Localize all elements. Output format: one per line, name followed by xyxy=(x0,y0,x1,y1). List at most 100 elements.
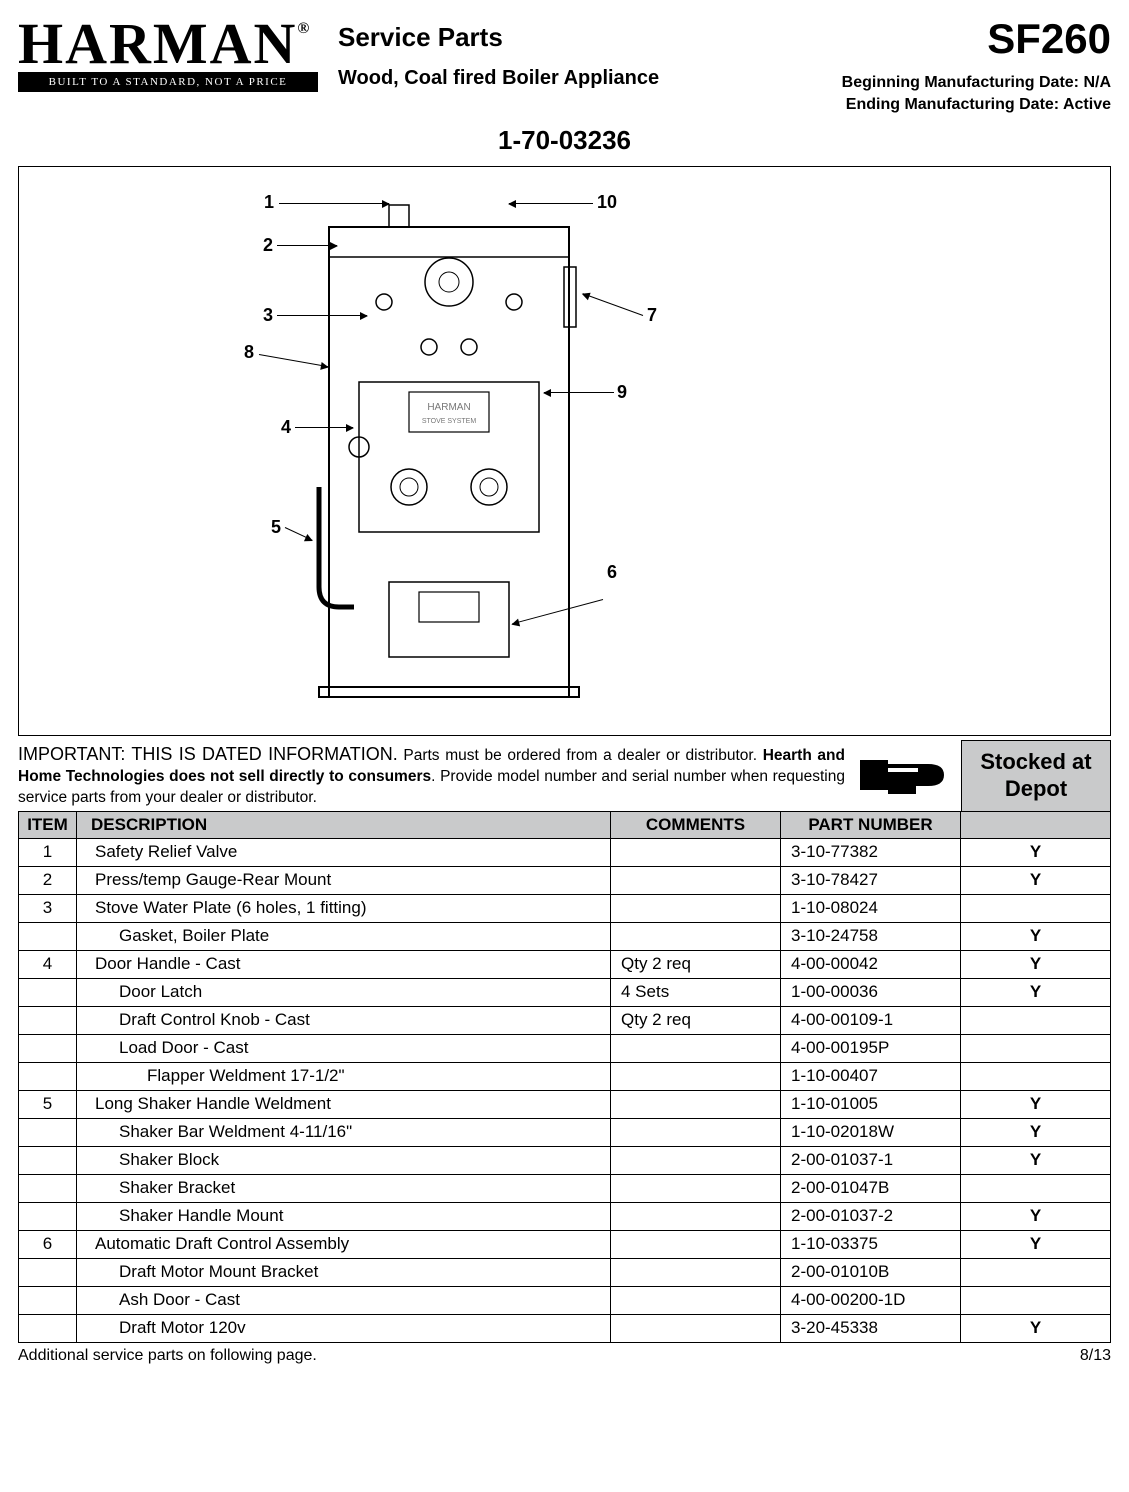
table-row: 6Automatic Draft Control Assembly1-10-03… xyxy=(19,1230,1111,1258)
cell-partnum: 4-00-00109-1 xyxy=(781,1006,961,1034)
cell-item: 1 xyxy=(19,838,77,866)
mfg-end: Ending Manufacturing Date: Active xyxy=(842,94,1111,116)
cell-partnum: 1-00-00036 xyxy=(781,978,961,1006)
cell-stock: Y xyxy=(961,1146,1111,1174)
cell-comm xyxy=(611,1034,781,1062)
cell-item xyxy=(19,1314,77,1342)
table-row: 5Long Shaker Handle Weldment1-10-01005Y xyxy=(19,1090,1111,1118)
table-row: Draft Control Knob - CastQty 2 req4-00-0… xyxy=(19,1006,1111,1034)
cell-item xyxy=(19,1286,77,1314)
cell-desc: Stove Water Plate (6 holes, 1 fitting) xyxy=(77,894,611,922)
table-row: Shaker Handle Mount2-00-01037-2Y xyxy=(19,1202,1111,1230)
cell-partnum: 2-00-01037-1 xyxy=(781,1146,961,1174)
callout-8: 8 xyxy=(244,342,254,363)
cell-partnum: 1-10-08024 xyxy=(781,894,961,922)
cell-item xyxy=(19,1034,77,1062)
cell-stock: Y xyxy=(961,922,1111,950)
cell-stock: Y xyxy=(961,1230,1111,1258)
cell-partnum: 4-00-00195P xyxy=(781,1034,961,1062)
cell-stock xyxy=(961,1258,1111,1286)
cell-desc: Load Door - Cast xyxy=(77,1034,611,1062)
cell-desc: Ash Door - Cast xyxy=(77,1286,611,1314)
cell-comm xyxy=(611,1062,781,1090)
cell-stock: Y xyxy=(961,866,1111,894)
callout-9: 9 xyxy=(617,382,627,403)
callout-6: 6 xyxy=(607,562,617,583)
cell-partnum: 1-10-03375 xyxy=(781,1230,961,1258)
page-header: HARMAN® BUILT TO A STANDARD, NOT A PRICE… xyxy=(18,18,1111,117)
cell-stock: Y xyxy=(961,978,1111,1006)
callout-2: 2 xyxy=(263,235,273,256)
important-notice: IMPORTANT: THIS IS DATED INFORMATION. Pa… xyxy=(18,740,845,811)
table-row: Shaker Bar Weldment 4-11/16" 1-10-02018WY xyxy=(19,1118,1111,1146)
cell-partnum: 2-00-01010B xyxy=(781,1258,961,1286)
cell-desc: Shaker Block xyxy=(77,1146,611,1174)
cell-comm: Qty 2 req xyxy=(611,1006,781,1034)
boiler-illustration: HARMAN STOVE SYSTEM xyxy=(299,187,599,717)
cell-partnum: 2-00-01047B xyxy=(781,1174,961,1202)
stocked-at-depot-label: Stocked at Depot xyxy=(961,740,1111,811)
table-row: Door Latch4 Sets1-00-00036Y xyxy=(19,978,1111,1006)
cell-partnum: 3-20-45338 xyxy=(781,1314,961,1342)
table-row: 3Stove Water Plate (6 holes, 1 fitting) 1… xyxy=(19,894,1111,922)
cell-comm xyxy=(611,894,781,922)
table-row: 4Door Handle - CastQty 2 req4-00-00042Y xyxy=(19,950,1111,978)
cell-comm xyxy=(611,1286,781,1314)
cell-comm xyxy=(611,1174,781,1202)
service-parts-title: Service Parts xyxy=(338,22,822,53)
cell-item: 5 xyxy=(19,1090,77,1118)
table-row: Draft Motor 120v3-20-45338Y xyxy=(19,1314,1111,1342)
svg-text:STOVE SYSTEM: STOVE SYSTEM xyxy=(422,418,476,425)
cell-item xyxy=(19,922,77,950)
logo-name: HARMAN xyxy=(18,11,297,76)
cell-stock: Y xyxy=(961,1090,1111,1118)
logo-text: HARMAN® xyxy=(18,18,318,70)
cell-item xyxy=(19,1062,77,1090)
cell-item xyxy=(19,1258,77,1286)
table-header-row: ITEM DESCRIPTION COMMENTS PART NUMBER xyxy=(19,811,1111,838)
cell-item xyxy=(19,1174,77,1202)
mfg-begin: Beginning Manufacturing Date: N/A xyxy=(842,72,1111,94)
cell-stock: Y xyxy=(961,1202,1111,1230)
cell-desc: Door Latch xyxy=(77,978,611,1006)
cell-desc: Long Shaker Handle Weldment xyxy=(77,1090,611,1118)
header-right: SF260 Beginning Manufacturing Date: N/A … xyxy=(842,18,1111,117)
cell-item xyxy=(19,1118,77,1146)
cell-comm xyxy=(611,838,781,866)
svg-text:HARMAN: HARMAN xyxy=(427,402,470,413)
cell-desc: Automatic Draft Control Assembly xyxy=(77,1230,611,1258)
cell-item: 4 xyxy=(19,950,77,978)
callout-7: 7 xyxy=(647,305,657,326)
document-part-code: 1-70-03236 xyxy=(18,125,1111,156)
cell-stock xyxy=(961,1174,1111,1202)
important-notice-row: IMPORTANT: THIS IS DATED INFORMATION. Pa… xyxy=(18,740,1111,811)
footer-left: Additional service parts on following pa… xyxy=(18,1347,317,1365)
page-footer: Additional service parts on following pa… xyxy=(18,1347,1111,1365)
cell-partnum: 3-10-78427 xyxy=(781,866,961,894)
cell-desc: Shaker Bracket xyxy=(77,1174,611,1202)
cell-comm: Qty 2 req xyxy=(611,950,781,978)
cell-item: 2 xyxy=(19,866,77,894)
callout-3: 3 xyxy=(263,305,273,326)
registered-mark: ® xyxy=(297,20,311,37)
cell-item: 3 xyxy=(19,894,77,922)
callout-1: 1 xyxy=(264,192,274,213)
cell-desc: Draft Motor Mount Bracket xyxy=(77,1258,611,1286)
cell-desc: Safety Relief Valve xyxy=(77,838,611,866)
cell-desc: Draft Control Knob - Cast xyxy=(77,1006,611,1034)
cell-comm xyxy=(611,1314,781,1342)
cell-desc: Shaker Bar Weldment 4-11/16" xyxy=(77,1118,611,1146)
cell-stock xyxy=(961,1062,1111,1090)
cell-item xyxy=(19,1146,77,1174)
cell-stock: Y xyxy=(961,838,1111,866)
cell-stock: Y xyxy=(961,1118,1111,1146)
cell-stock: Y xyxy=(961,1314,1111,1342)
exploded-diagram: HARMAN STOVE SYSTEM 1 2 3 8 4 5 10 7 9 6 xyxy=(18,166,1111,736)
col-stock xyxy=(961,811,1111,838)
cell-item xyxy=(19,1202,77,1230)
col-comm: COMMENTS xyxy=(611,811,781,838)
cell-comm xyxy=(611,922,781,950)
mfg-dates: Beginning Manufacturing Date: N/A Ending… xyxy=(842,72,1111,117)
cell-partnum: 1-10-02018W xyxy=(781,1118,961,1146)
callout-10: 10 xyxy=(597,192,617,213)
